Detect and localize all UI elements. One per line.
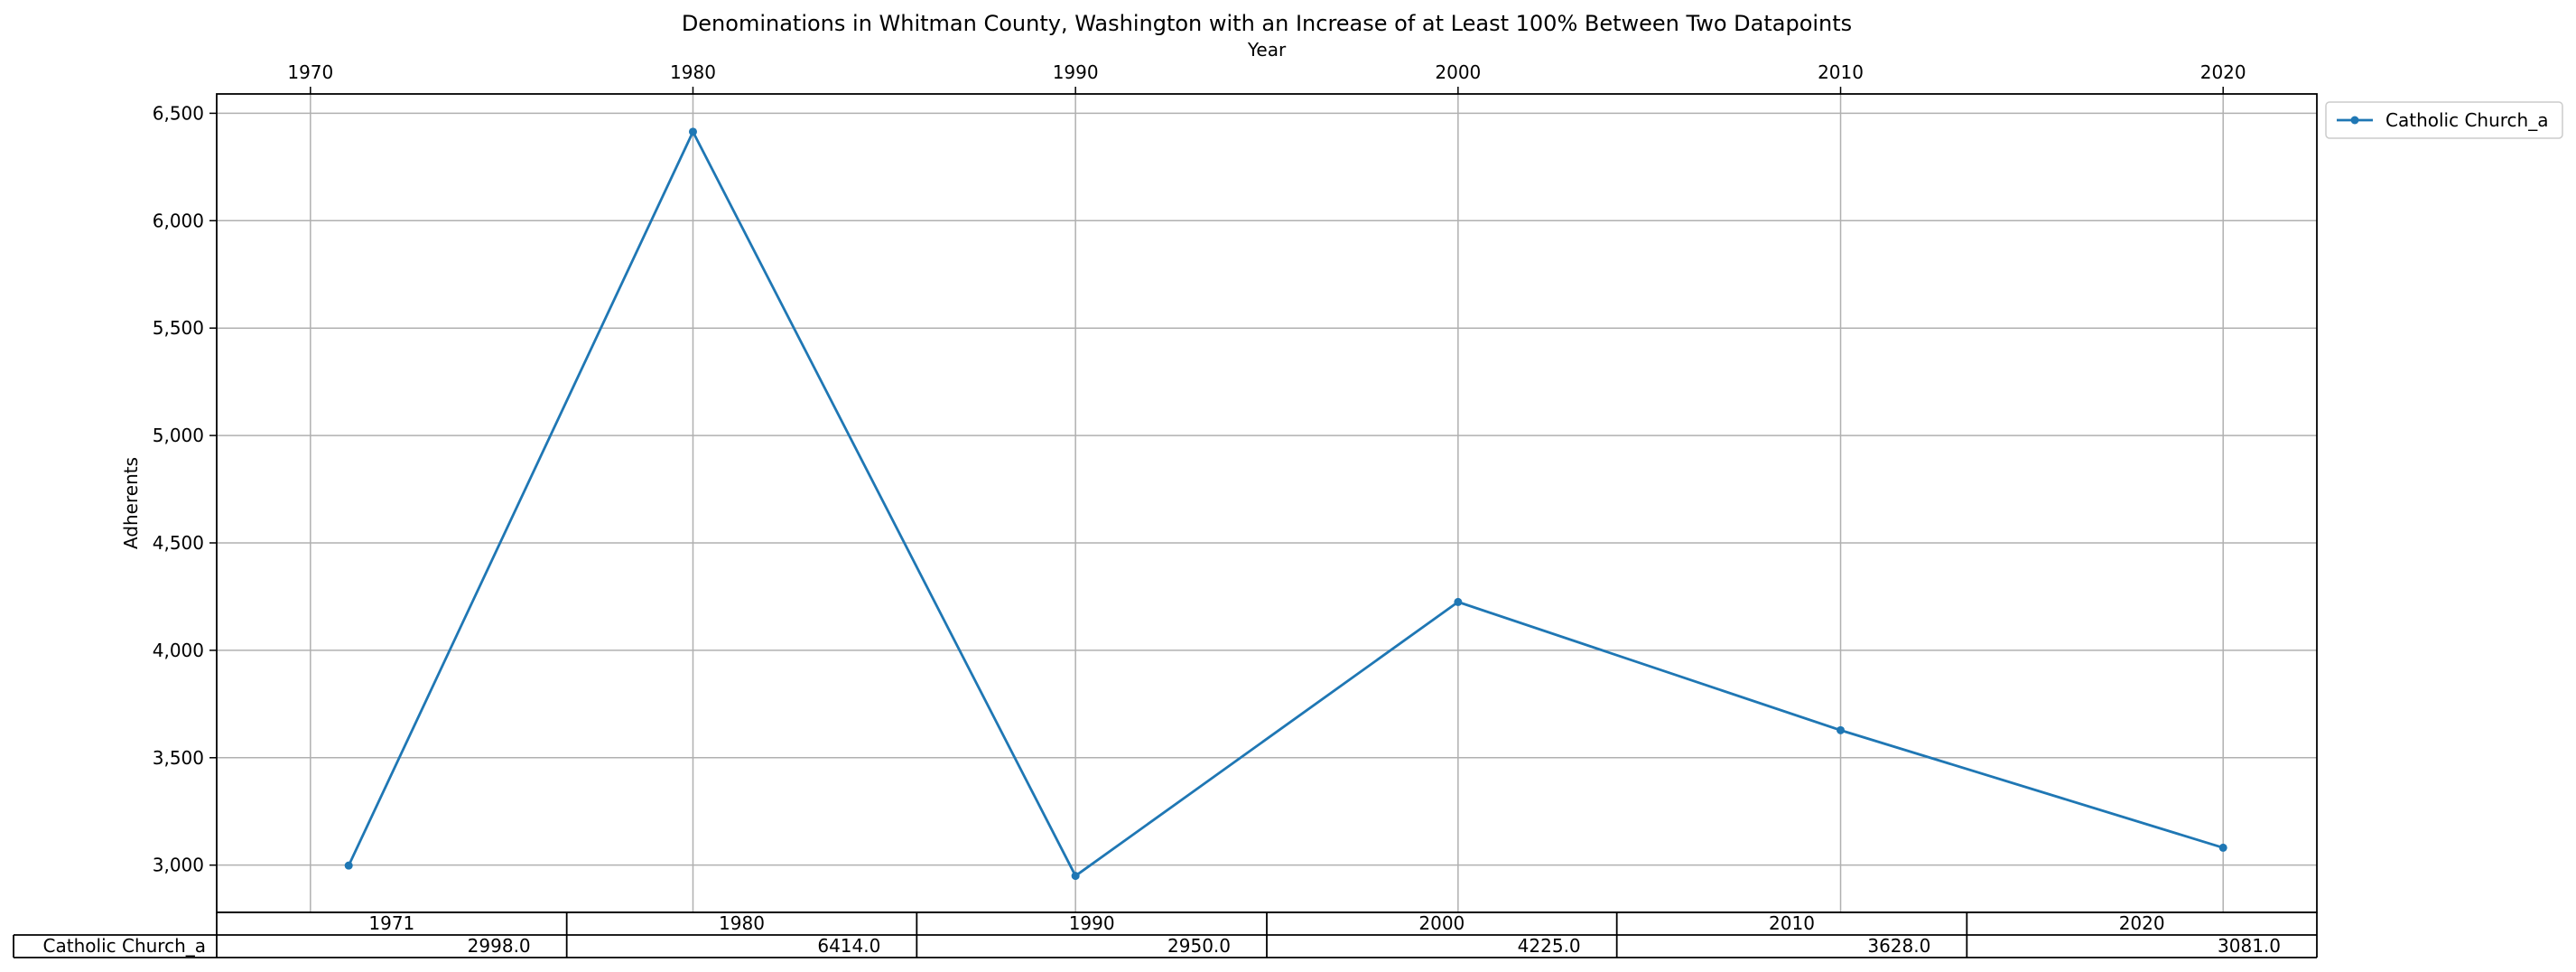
table-column-header: 1980 (719, 912, 765, 934)
legend-label: Catholic Church_a (2385, 109, 2548, 131)
legend-marker (2350, 116, 2359, 125)
data-point (1454, 597, 1463, 606)
y-tick-label: 4,500 (153, 532, 204, 554)
x-tick-label: 2020 (2200, 61, 2246, 83)
y-tick-label: 6,000 (153, 210, 204, 231)
table-column-header: 1990 (1069, 912, 1115, 934)
data-point (1837, 725, 1846, 734)
table-cell: 2950.0 (1167, 935, 1231, 957)
y-tick-label: 3,500 (153, 747, 204, 769)
table-cell: 3628.0 (1867, 935, 1930, 957)
data-point (1071, 872, 1080, 881)
x-axis-label: Year (1247, 39, 1287, 61)
data-point (2218, 843, 2227, 852)
legend-box (2325, 101, 2563, 139)
data-point (688, 127, 697, 136)
x-tick-label: 1980 (670, 61, 716, 83)
table-column-header: 2020 (2119, 912, 2165, 934)
table-cell: 6414.0 (817, 935, 880, 957)
table-column-header: 2010 (1769, 912, 1815, 934)
table-column-header: 2000 (1418, 912, 1465, 934)
y-tick-label: 6,500 (153, 102, 204, 124)
y-tick-label: 4,000 (153, 640, 204, 661)
x-tick-label: 1970 (287, 61, 333, 83)
y-tick-label: 5,000 (153, 425, 204, 446)
plot-frame (216, 93, 2318, 913)
series-line (347, 130, 2224, 877)
y-tick-label: 5,500 (153, 317, 204, 339)
y-axis-label: Adherents (120, 457, 142, 549)
table-column-header: 1971 (368, 912, 414, 934)
y-tick-label: 3,000 (153, 855, 204, 876)
table-cell: 2998.0 (468, 935, 531, 957)
table-row-label: Catholic Church_a (43, 935, 206, 957)
x-tick-label: 2000 (1435, 61, 1481, 83)
data-point (344, 861, 353, 870)
table-cell: 4225.0 (1518, 935, 1581, 957)
x-tick-label: 2010 (1818, 61, 1864, 83)
table-cell: 3081.0 (2218, 935, 2281, 957)
x-tick-label: 1990 (1053, 61, 1099, 83)
chart-title: Denominations in Whitman County, Washing… (682, 11, 1852, 36)
